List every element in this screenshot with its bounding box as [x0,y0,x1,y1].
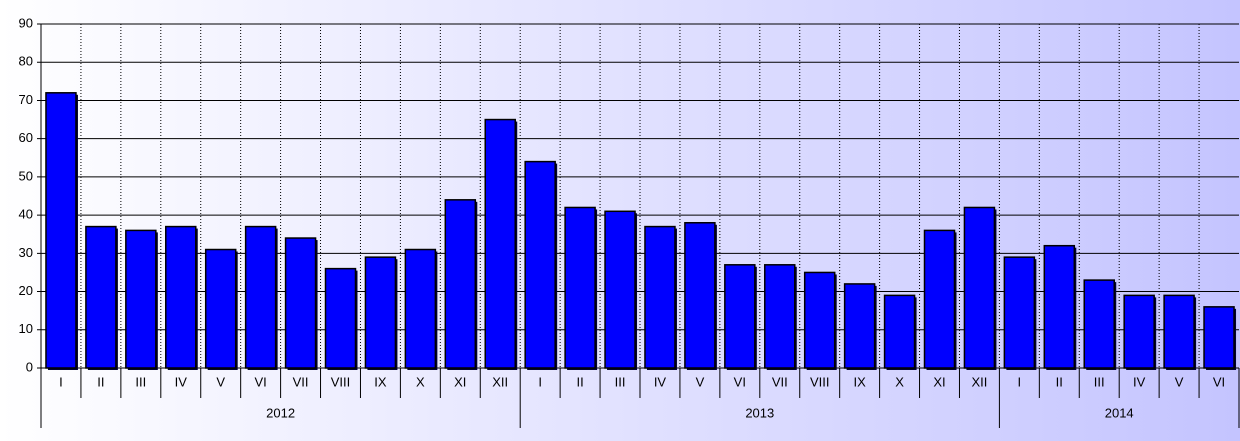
y-tick-label: 30 [19,245,33,260]
x-tick-label: III [615,374,626,389]
group-label: 2014 [1105,405,1134,420]
x-tick-label: IX [374,374,387,389]
bar [1123,294,1155,369]
x-tick-label: X [895,374,904,389]
x-tick-label: I [1018,374,1022,389]
group-label: 2013 [745,405,774,420]
x-tick-label: III [1094,374,1105,389]
bar [883,294,916,369]
y-tick-label: 60 [19,130,33,145]
y-tick-label: 10 [19,321,33,336]
bar [404,248,437,369]
bar [923,229,956,369]
bar [204,248,237,369]
bar [724,264,756,369]
x-tick-label: III [135,374,146,389]
y-tick-label: 90 [19,15,33,30]
x-tick-label: VIII [331,374,351,389]
bar [644,225,676,369]
x-tick-label: XII [971,374,987,389]
x-tick-label: II [97,374,104,389]
bar [1203,306,1235,369]
x-tick-label: II [576,374,583,389]
x-tick-label: XI [933,374,945,389]
bar [803,271,836,369]
x-tick-label: II [1056,374,1063,389]
bar [1003,256,1036,369]
x-tick-label: IV [175,374,188,389]
x-tick-label: I [59,374,63,389]
y-tick-label: 70 [19,92,33,107]
x-tick-label: X [416,374,425,389]
y-tick-label: 40 [19,207,33,222]
y-tick-label: 20 [19,283,33,298]
group-label: 2012 [266,405,295,420]
x-tick-label: VI [1213,374,1225,389]
x-tick-label: V [216,374,225,389]
bar [1043,244,1076,369]
x-tick-label: XI [454,374,466,389]
bar [244,225,277,369]
x-tick-label: IV [654,374,667,389]
x-tick-label: VII [772,374,788,389]
bar [324,267,357,369]
bar [444,199,477,369]
bar [165,225,197,369]
bar [564,206,596,369]
bar [85,225,117,369]
bar [364,256,397,369]
x-tick-label: V [696,374,705,389]
y-tick-label: 80 [19,54,33,69]
x-tick-label: IX [853,374,866,389]
y-tick-label: 50 [19,168,33,183]
x-tick-label: VI [254,374,266,389]
bar [764,264,796,369]
x-tick-label: VI [734,374,746,389]
bar [45,92,77,369]
bar [604,210,636,369]
x-tick-label: I [538,374,542,389]
bar [484,118,516,369]
x-tick-label: VIII [810,374,830,389]
x-tick-label: XII [492,374,508,389]
x-tick-label: VII [293,374,309,389]
bar [963,206,996,369]
bar [524,160,556,369]
y-tick-label: 0 [26,359,33,374]
bar [284,237,317,369]
bar [125,229,157,369]
bar [1163,294,1195,369]
bar [1083,279,1115,369]
bar [843,283,876,369]
x-tick-label: IV [1133,374,1146,389]
bar [684,222,716,369]
x-tick-label: V [1175,374,1184,389]
